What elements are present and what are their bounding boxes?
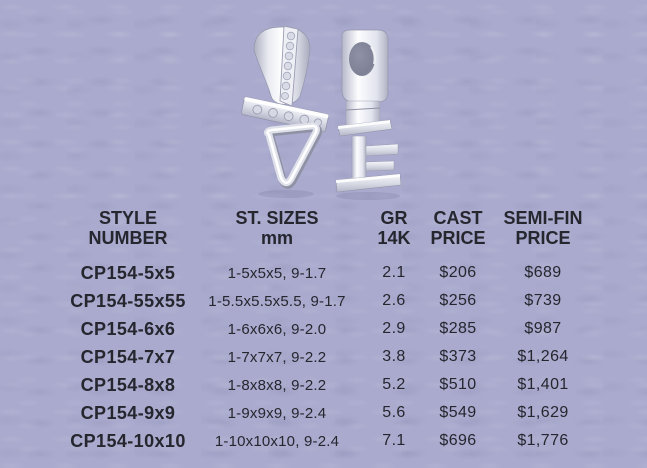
cast-price-cell: $206: [439, 264, 477, 281]
stone-sizes-cell: 1-10x10x10, 9-2.4: [214, 432, 340, 450]
cast-price-cell: $510: [439, 376, 477, 393]
gram-weight-cell: 2.1: [382, 264, 406, 281]
gram-weight-cell: 3.8: [382, 348, 406, 365]
bail-hole: [349, 42, 375, 76]
cast-price-cell: $549: [439, 404, 477, 421]
table-row: CP154-8x8 1-8x8x8, 9-2.2 5.2 $510 $1,401: [60, 371, 600, 399]
price-table-body: CP154-5x5 1-5x5x5, 9-1.7 2.1 $206 $689 C…: [60, 259, 600, 455]
table-row: CP154-6x6 1-6x6x6, 9-2.0 2.9 $285 $987: [60, 315, 600, 343]
col-header-semifin-price: SEMI-FIN PRICE: [503, 208, 583, 248]
stone-sizes-cell: 1-5x5x5, 9-1.7: [227, 264, 327, 282]
semifin-price-cell: $1,401: [517, 376, 569, 393]
pendant-photo-svg: [240, 25, 402, 200]
semifin-price-cell: $739: [524, 292, 562, 309]
pendant-side-view: [335, 29, 402, 193]
stone-sizes-cell: 1-6x6x6, 9-2.0: [227, 320, 327, 338]
semifin-price-cell: $1,776: [517, 432, 569, 449]
style-number-cell: CP154-8x8: [80, 374, 176, 395]
style-number-cell: CP154-5x5: [80, 262, 176, 283]
gram-weight-cell: 2.6: [382, 292, 406, 309]
table-row: CP154-5x5 1-5x5x5, 9-1.7 2.1 $206 $689: [60, 259, 600, 287]
semifin-price-cell: $987: [524, 320, 562, 337]
trillion-basket: [264, 122, 322, 189]
semifin-price-cell: $689: [524, 264, 562, 281]
price-table: STYLE NUMBER ST. SIZES mm GR 14K CAST PR…: [60, 203, 600, 455]
style-number-cell: CP154-55x55: [70, 290, 186, 311]
table-row: CP154-7x7 1-7x7x7, 9-2.2 3.8 $373 $1,264: [60, 343, 600, 371]
col-header-gram-weight: GR 14K: [377, 208, 411, 248]
gram-weight-cell: 5.6: [382, 404, 406, 421]
front-view-shadow: [258, 190, 314, 198]
style-number-cell: CP154-10x10: [70, 430, 186, 451]
side-view-shadow: [336, 192, 400, 200]
style-number-cell: CP154-9x9: [80, 402, 176, 423]
pendant-front-view: [240, 25, 329, 189]
cast-price-cell: $696: [439, 432, 477, 449]
gram-weight-cell: 2.9: [382, 320, 406, 337]
table-row: CP154-10x10 1-10x10x10, 9-2.4 7.1 $696 $…: [60, 427, 600, 455]
product-photo: [238, 22, 406, 206]
gram-weight-cell: 7.1: [382, 432, 406, 449]
table-row: CP154-9x9 1-9x9x9, 9-2.4 5.6 $549 $1,629: [60, 399, 600, 427]
stone-sizes-cell: 1-8x8x8, 9-2.2: [227, 376, 327, 394]
table-row: CP154-55x55 1-5.5x5.5x5.5, 9-1.7 2.6 $25…: [60, 287, 600, 315]
cast-price-cell: $285: [439, 320, 477, 337]
style-number-cell: CP154-6x6: [80, 318, 176, 339]
stone-sizes-cell: 1-7x7x7, 9-2.2: [227, 348, 327, 366]
stone-sizes-cell: 1-5.5x5.5x5.5, 9-1.7: [208, 292, 346, 310]
col-header-stone-sizes: ST. SIZES mm: [235, 208, 319, 248]
cast-price-cell: $373: [439, 348, 477, 365]
price-table-header: STYLE NUMBER ST. SIZES mm GR 14K CAST PR…: [60, 203, 600, 259]
stone-sizes-cell: 1-9x9x9, 9-2.4: [227, 404, 327, 422]
semifin-price-cell: $1,264: [517, 348, 569, 365]
col-header-style-number: STYLE NUMBER: [88, 208, 168, 248]
semifin-price-cell: $1,629: [517, 404, 569, 421]
style-number-cell: CP154-7x7: [80, 346, 176, 367]
cast-price-cell: $256: [439, 292, 477, 309]
gram-weight-cell: 5.2: [382, 376, 406, 393]
col-header-cast-price: CAST PRICE: [430, 208, 486, 248]
